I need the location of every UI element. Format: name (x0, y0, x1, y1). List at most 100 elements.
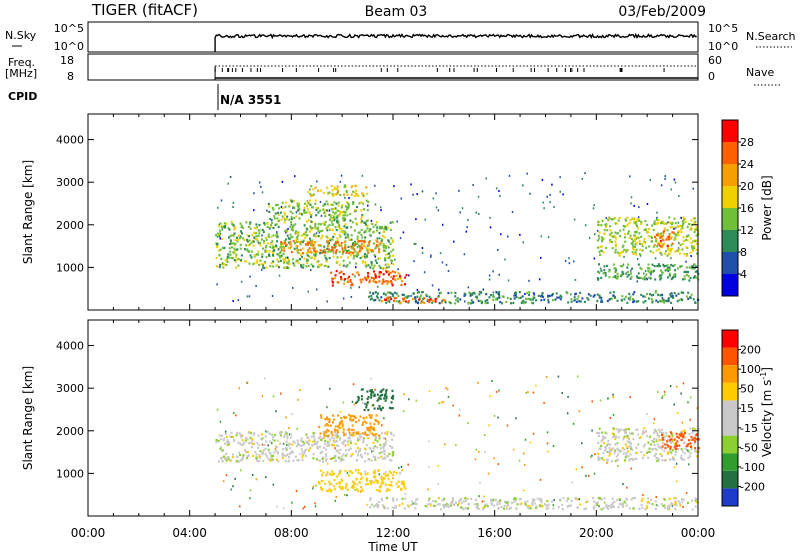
data-cell (327, 436, 330, 439)
data-cell (262, 459, 265, 463)
data-cell (293, 216, 296, 220)
data-cell (372, 404, 375, 407)
data-cell (599, 447, 602, 450)
data-cell (438, 292, 441, 295)
data-cell (570, 300, 573, 303)
data-cell (522, 452, 525, 455)
data-cell (649, 277, 652, 280)
data-cell (598, 505, 600, 508)
data-cell (420, 291, 423, 294)
data-cell (272, 435, 275, 439)
data-cell (252, 263, 255, 266)
data-cell (373, 394, 376, 397)
data-cell (615, 455, 618, 458)
data-cell (612, 235, 615, 238)
data-cell (694, 239, 697, 242)
data-cell (695, 438, 698, 441)
data-cell (617, 465, 619, 468)
data-cell (643, 427, 646, 430)
data-cell (628, 445, 631, 448)
data-cell (295, 445, 298, 448)
data-cell (360, 240, 363, 243)
data-cell (339, 180, 342, 183)
data-cell (398, 504, 401, 507)
data-cell (610, 297, 613, 300)
data-cell (379, 486, 382, 489)
data-cell (262, 266, 264, 269)
data-cell (261, 255, 264, 258)
data-cell (285, 432, 288, 435)
data-cell (692, 438, 695, 441)
data-cell (331, 284, 334, 287)
data-cell (368, 295, 371, 298)
data-cell (375, 239, 378, 242)
data-cell (325, 453, 328, 456)
data-cell (276, 451, 279, 454)
data-cell (335, 202, 338, 205)
data-cell (305, 265, 308, 268)
data-cell (621, 270, 624, 274)
data-cell (226, 439, 229, 442)
data-cell (336, 475, 339, 478)
data-cell (372, 481, 375, 484)
data-cell (375, 479, 378, 482)
data-cell (227, 440, 230, 443)
data-cell (326, 241, 329, 244)
data-cell (458, 189, 460, 192)
data-cell (376, 407, 379, 410)
data-cell (374, 298, 377, 302)
data-cell (617, 458, 620, 462)
data-cell (673, 274, 676, 277)
data-cell (583, 300, 586, 304)
data-cell (564, 259, 567, 262)
data-cell (616, 447, 619, 450)
data-cell (285, 448, 288, 451)
data-cell (427, 488, 429, 491)
data-cell (323, 254, 326, 257)
data-cell (326, 471, 329, 474)
data-cell (655, 448, 658, 451)
data-cell (616, 272, 619, 275)
data-cell (506, 501, 509, 504)
data-cell (320, 488, 323, 491)
data-cell (604, 447, 607, 450)
data-cell (659, 453, 662, 456)
data-cell (486, 298, 489, 302)
data-cell (626, 216, 629, 219)
data-cell (353, 248, 356, 251)
data-cell (684, 447, 687, 450)
data-cell (614, 244, 617, 248)
data-cell (615, 222, 618, 225)
data-cell (285, 243, 288, 247)
data-cell (612, 427, 615, 430)
data-cell (347, 206, 350, 209)
data-cell (220, 257, 223, 261)
data-cell (404, 300, 407, 303)
data-cell (293, 199, 296, 203)
data-cell (640, 222, 643, 225)
data-cell (458, 500, 461, 503)
colorbar-segment (722, 400, 738, 418)
data-cell (216, 408, 219, 411)
data-cell (665, 238, 668, 241)
data-cell (268, 210, 271, 214)
data-cell (354, 254, 357, 257)
data-cell (412, 502, 414, 505)
data-cell (258, 454, 261, 457)
data-cell (663, 229, 666, 232)
data-cell (224, 452, 227, 456)
data-cell (693, 438, 696, 441)
data-cell (280, 392, 282, 395)
data-cell (361, 401, 364, 404)
data-cell (556, 296, 559, 299)
data-cell (667, 297, 670, 300)
data-cell (425, 293, 428, 296)
data-cell (363, 221, 366, 224)
data-cell (600, 236, 603, 239)
data-cell (293, 441, 296, 444)
data-cell (473, 503, 476, 506)
data-cell (303, 450, 306, 453)
data-cell (634, 243, 637, 246)
data-cell (366, 397, 369, 401)
